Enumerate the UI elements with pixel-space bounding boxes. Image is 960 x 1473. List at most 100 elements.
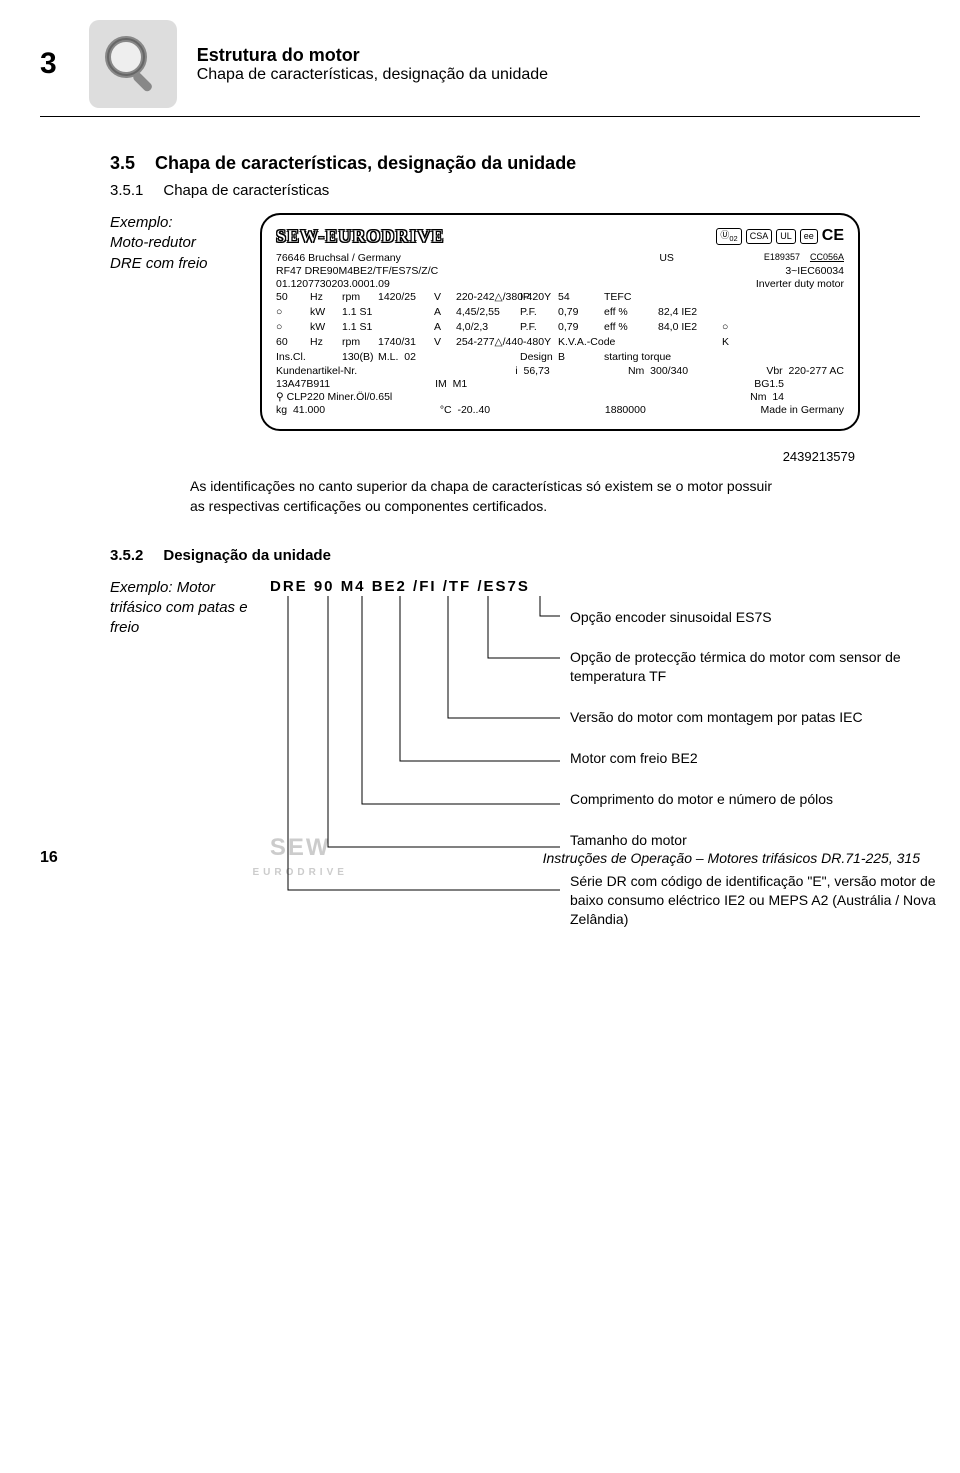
np-aval1: 4,45/2,55: [456, 306, 516, 319]
np-s2: 1.1 S1: [342, 321, 374, 334]
np-type: RF47 DRE90M4BE2/TF/ES7S/Z/C: [276, 265, 438, 278]
np-imv: M1: [453, 378, 468, 390]
subsection-title: Chapa de características: [163, 182, 329, 199]
np-v50: V: [434, 291, 452, 304]
brand-logo: SEW-EURODRIVE: [276, 225, 444, 248]
desig-label-1: Opção de protecção térmica do motor com …: [570, 648, 960, 686]
example-1: Exemplo: Moto-redutor DRE com freio SEW-…: [110, 213, 920, 431]
sub352-title: Designação da unidade: [163, 547, 331, 564]
np-pf2: P.F.: [520, 321, 554, 334]
np-v60: V: [434, 336, 452, 349]
np-vbrv: 220-277 AC: [789, 365, 844, 377]
designation-labels: Opção encoder sinusoidal ES7S Opção de p…: [570, 608, 960, 951]
np-60hzlbl: Hz: [310, 336, 338, 349]
np-eff1: eff %: [604, 306, 654, 319]
subsection-3-5-1: 3.5.1 Chapa de características: [110, 182, 920, 199]
np-ipval: 54: [558, 291, 600, 304]
np-50hz: 50: [276, 291, 306, 304]
section-no: 3.5: [110, 153, 135, 174]
np-s1: 1.1 S1: [342, 306, 374, 319]
np-insclval: 130(B): [342, 351, 374, 364]
note-text: As identificações no canto superior da c…: [190, 476, 790, 517]
ce-mark: CE: [822, 226, 844, 246]
np-ml: M.L.: [378, 351, 398, 363]
header-text-block: Estrutura do motor Chapa de característi…: [197, 45, 920, 84]
example-label: Exemplo: Moto-redutor DRE com freio: [110, 213, 250, 274]
np-aval2: 4,0/2,3: [456, 321, 516, 334]
np-iv: 56,73: [524, 365, 550, 377]
np-60rpmlbl: rpm: [342, 336, 374, 349]
np-ip: IP: [520, 291, 554, 304]
np-kglbl: kg: [276, 404, 287, 416]
example-352-label: Exemplo: Motor trifásico com patas e fre…: [110, 578, 260, 639]
np-pfval1: 0,79: [558, 306, 600, 319]
np-e189: E189357: [764, 252, 800, 265]
cert-csa: CSA: [746, 229, 773, 244]
sub352-no: 3.5.2: [110, 547, 143, 564]
cert-ul: UL: [776, 229, 796, 244]
np-art: 13A47B911: [276, 378, 330, 391]
np-rpm50: 1420/25: [378, 291, 430, 304]
np-eff2: eff %: [604, 321, 654, 334]
np-inverter: Inverter duty motor: [756, 278, 844, 291]
desig-label-5: Tamanho do motor: [570, 831, 960, 850]
np-effval1: 82,4 IE2: [658, 306, 718, 319]
cert-badges: Ⓤ02 CSA UL ee CE: [716, 226, 844, 246]
page-number: 16: [40, 849, 58, 867]
np-tefc: TEFC: [604, 291, 654, 304]
desig-label-4: Comprimento do motor e número de pólos: [570, 790, 960, 809]
np-a1: A: [434, 306, 452, 319]
np-60hz: 60: [276, 336, 306, 349]
np-iec: 3~IEC60034: [785, 265, 844, 278]
section-3-5: 3.5 Chapa de características, designação…: [110, 153, 920, 174]
np-us: US: [659, 252, 674, 265]
np-cv: -20..40: [457, 404, 490, 416]
desig-label-6: Série DR com código de identificação "E"…: [570, 872, 960, 929]
np-mlval: 02: [404, 351, 416, 363]
np-a2: A: [434, 321, 452, 334]
subsection-3-5-2: 3.5.2 Designação da unidade: [110, 547, 920, 564]
np-kw2: kW: [310, 321, 338, 334]
designation-code: DRE 90 M4 BE2 /FI /TF /ES7S: [270, 578, 920, 595]
np-pfval2: 0,79: [558, 321, 600, 334]
np-serial: 01.1207730203.0001.09: [276, 278, 390, 291]
np-rpmlbl: rpm: [342, 291, 374, 304]
np-nm14: 14: [772, 391, 784, 403]
subsection-no: 3.5.1: [110, 182, 143, 199]
np-hzlbl: Hz: [310, 291, 338, 304]
header-title: Estrutura do motor: [197, 45, 920, 66]
np-grid: 50 Hz rpm 1420/25 V 220-242△/380-420Y IP…: [276, 291, 844, 365]
desig-label-3: Motor com freio BE2: [570, 749, 960, 768]
np-made: Made in Germany: [761, 404, 844, 417]
np-vval50: 220-242△/380-420Y: [456, 291, 516, 304]
np-kund: Kundenartikel-Nr.: [276, 365, 357, 378]
page-header: 3 Estrutura do motor Chapa de caracterís…: [40, 20, 920, 117]
cert-us02: Ⓤ02: [716, 228, 741, 245]
np-effval2: 84,0 IE2: [658, 321, 718, 334]
np-kva: K.V.A.-Code: [558, 336, 654, 349]
header-subtitle: Chapa de características, designação da …: [197, 66, 920, 84]
np-vbr: Vbr: [766, 365, 782, 377]
np-inscl: Ins.Cl.: [276, 351, 338, 364]
np-b: B: [558, 351, 600, 364]
designation-diagram: DRE 90 M4 BE2 /FI /TF /ES7S Opção en: [270, 578, 920, 595]
chapter-number: 3: [40, 47, 57, 81]
desig-label-2: Versão do motor com montagem por patas I…: [570, 708, 960, 727]
np-clbl: °C: [440, 404, 452, 416]
np-starttorque: starting torque: [604, 351, 736, 364]
np-k: K: [722, 336, 736, 349]
nameplate: SEW-EURODRIVE Ⓤ02 CSA UL ee CE 76646 Bru…: [260, 213, 860, 431]
np-pf1: P.F.: [520, 306, 554, 319]
np-kw1: kW: [310, 306, 338, 319]
cert-ee: ee: [800, 229, 818, 244]
np-i: i: [515, 365, 517, 377]
np-addr: 76646 Bruchsal / Germany: [276, 252, 401, 265]
np-kg: 41.000: [293, 404, 325, 416]
np-oil: CLP220 Miner.Öl/0.65l: [287, 391, 393, 403]
np-bg: BG1.5: [754, 378, 784, 391]
np-cc056a: CC056A: [810, 252, 844, 265]
desig-label-0: Opção encoder sinusoidal ES7S: [570, 608, 960, 627]
np-im: IM: [435, 378, 447, 390]
section-title: Chapa de características, designação da …: [155, 153, 576, 174]
magnifier-icon: [89, 20, 177, 108]
